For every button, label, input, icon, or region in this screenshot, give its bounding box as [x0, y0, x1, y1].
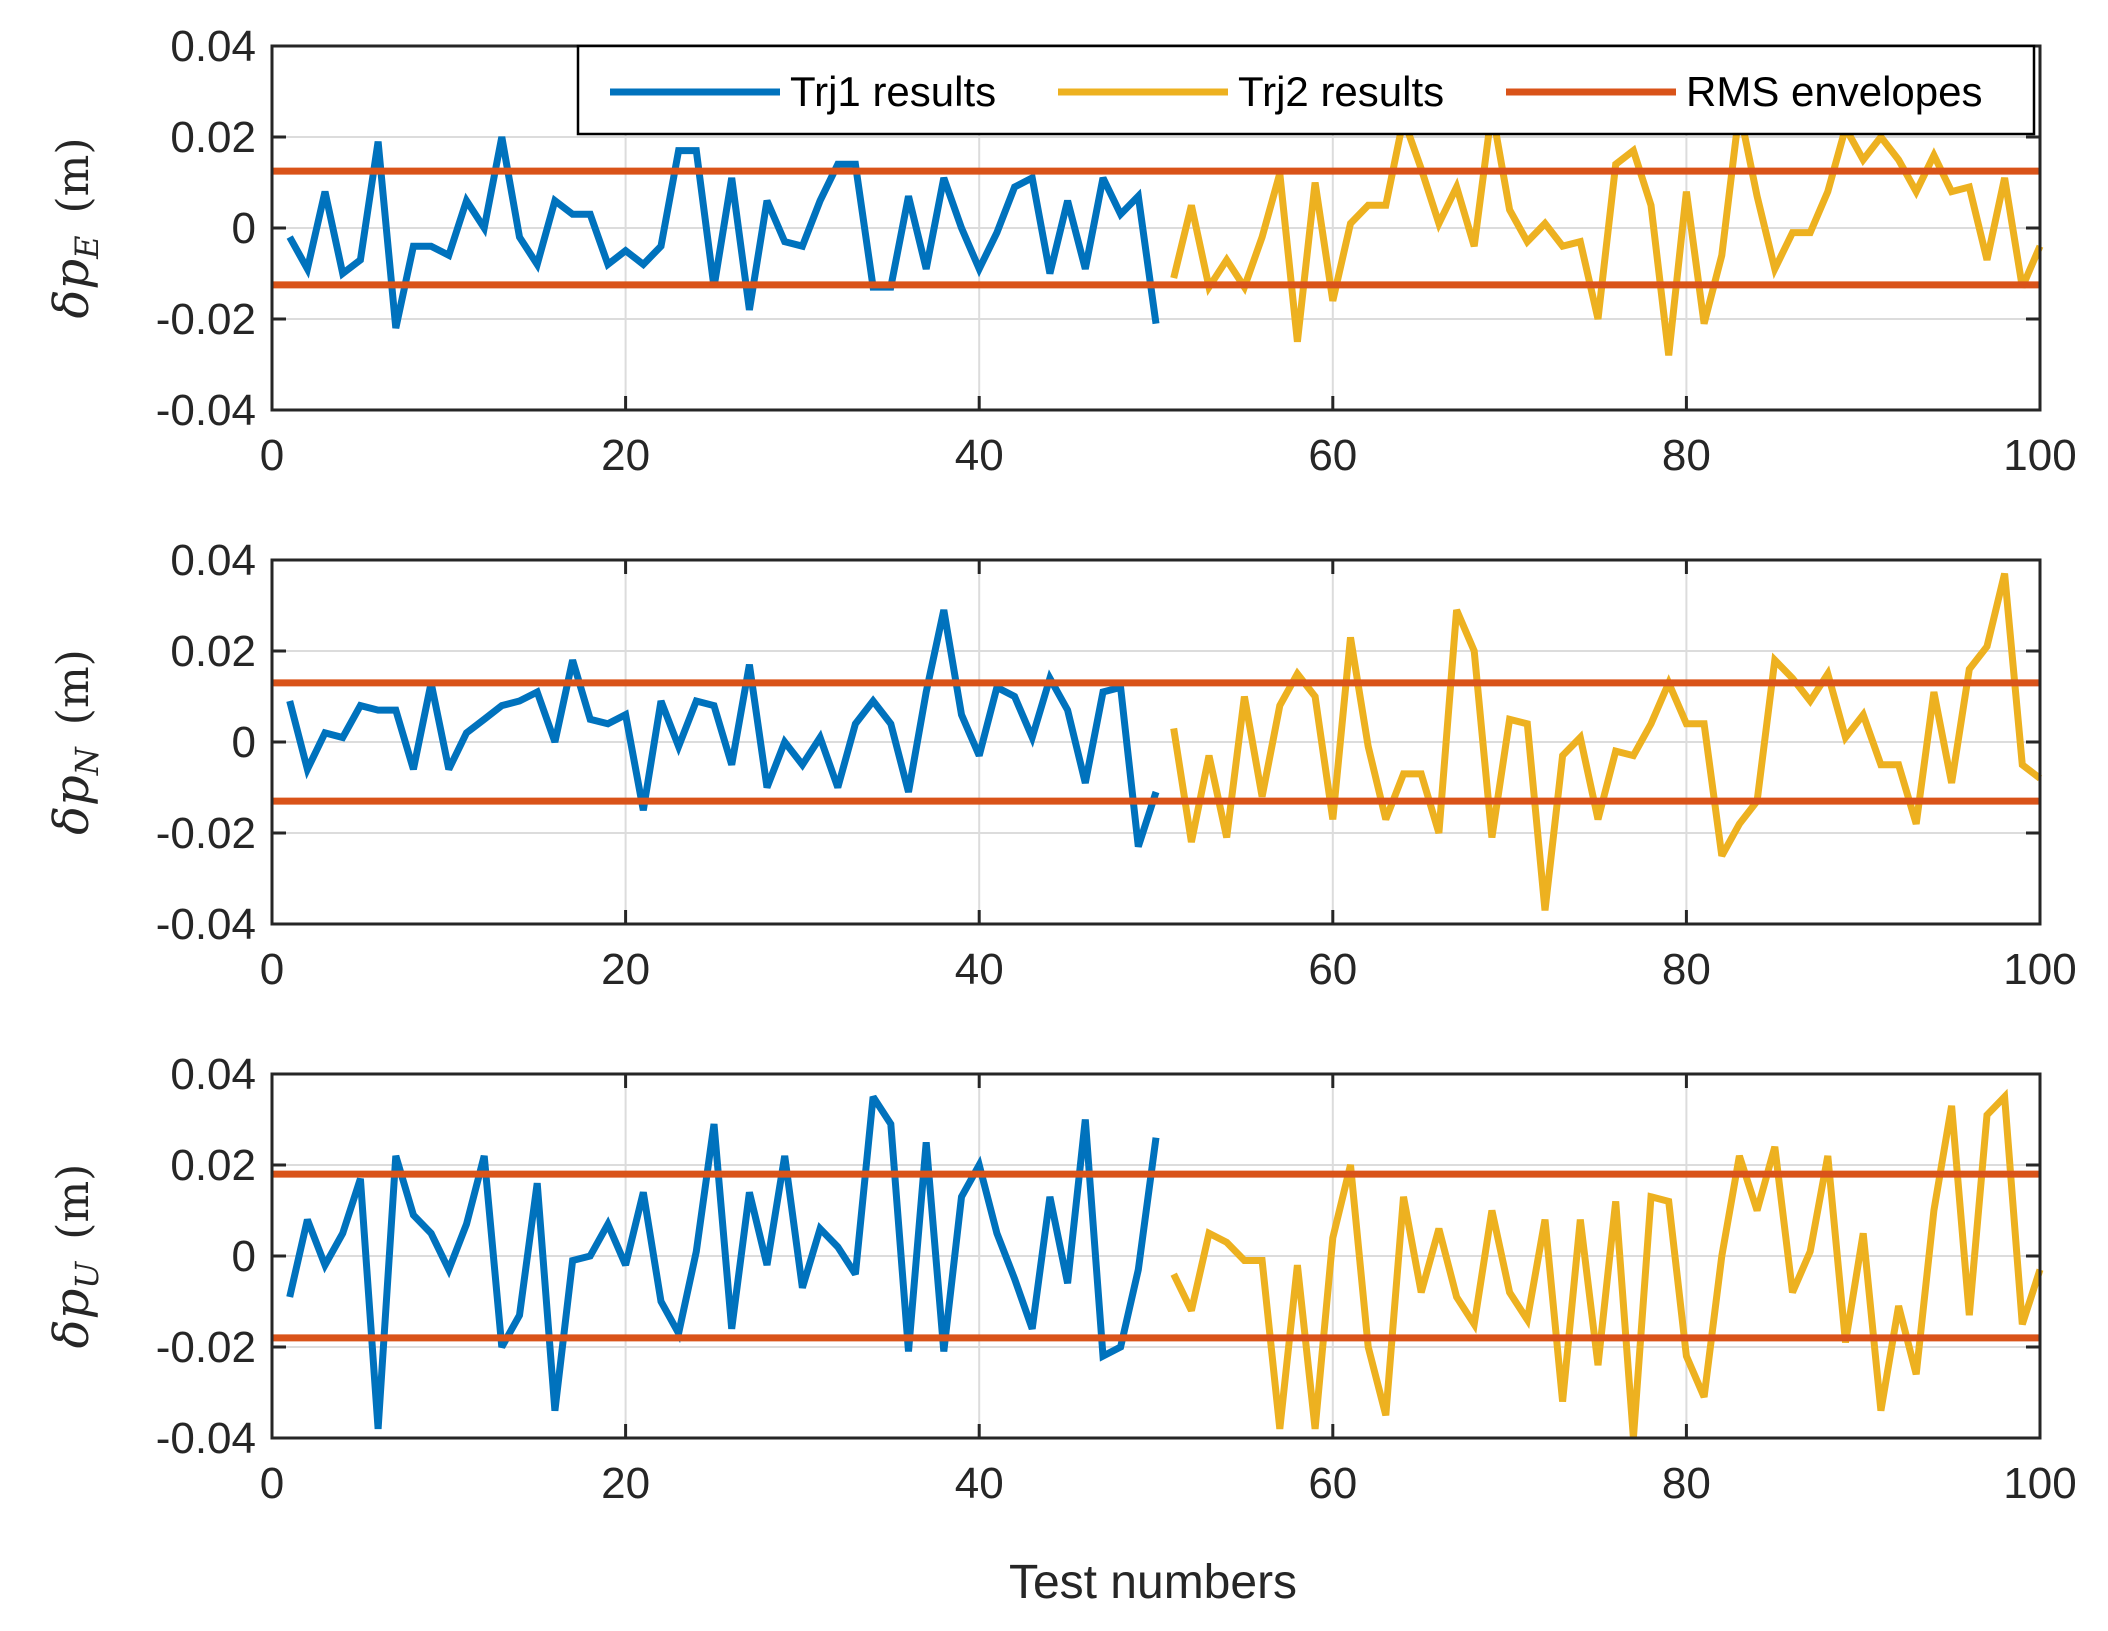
x-tick-label: 60	[1308, 1459, 1357, 1508]
series-trj2-line-E	[1170, 108, 2044, 356]
y-tick-label: 0.04	[170, 536, 256, 585]
y-tick-label: -0.04	[156, 386, 256, 435]
x-tick-label: 0	[260, 945, 284, 994]
x-tick-label: 40	[955, 431, 1004, 480]
panel-U: 0 20 40 60 80 100 0.04 0.02 0 -0.02 -0.04 δpU (m)	[44, 1050, 2077, 1508]
y-tick-label: 0.02	[170, 113, 256, 162]
legend-label-trj1: Trj1 results	[790, 68, 996, 115]
y-tick-label: 0.02	[170, 1141, 256, 1190]
x-tick-label: 20	[601, 431, 650, 480]
x-axis-label: Test numbers	[1009, 1556, 1297, 1609]
x-tick-label: 20	[601, 1459, 650, 1508]
y-tick-label: 0.04	[170, 22, 256, 71]
x-tick-label: 0	[260, 431, 284, 480]
y-tick-label: 0	[232, 718, 256, 767]
x-tick-label: 100	[2003, 945, 2076, 994]
x-tick-label: 100	[2003, 1459, 2076, 1508]
legend-label-rms: RMS envelopes	[1686, 68, 1982, 115]
y-tick-label: 0	[232, 1232, 256, 1281]
x-tick-label: 20	[601, 945, 650, 994]
y-tick-label: -0.02	[156, 809, 256, 858]
series-trj2-line-U	[1170, 1088, 2044, 1439]
x-tick-label: 80	[1662, 945, 1711, 994]
x-tick-label: 80	[1662, 431, 1711, 480]
y-axis-label-U: δpU (m)	[44, 1164, 106, 1349]
x-tick-label: 40	[955, 1459, 1004, 1508]
y-axis-label-E: δpE (m)	[44, 137, 106, 318]
legend-box	[576, 44, 2036, 136]
x-tick-label: 60	[1308, 945, 1357, 994]
x-tick-label: 100	[2003, 431, 2076, 480]
y-axis-label-N: δpN (m)	[44, 649, 106, 835]
panel-N: 0 20 40 60 80 100 0.04 0.02 0 -0.02 -0.04 δpN (m)	[44, 536, 2077, 994]
y-tick-label: -0.02	[156, 295, 256, 344]
y-tick-label: -0.04	[156, 900, 256, 949]
x-tick-label: 40	[955, 945, 1004, 994]
x-tick-label: 0	[260, 1459, 284, 1508]
series-trj1-line-N	[286, 609, 1160, 848]
y-tick-label: -0.04	[156, 1414, 256, 1463]
series-trj1-line-E	[286, 136, 1160, 329]
series-trj2-line-N	[1170, 572, 2043, 911]
y-tick-label: 0	[232, 204, 256, 253]
x-tick-label: 80	[1662, 1459, 1711, 1508]
series-trj1-line-U	[286, 1094, 1160, 1430]
legend: Trj1 results Trj2 results RMS envelopes	[576, 44, 2036, 136]
y-tick-label: -0.02	[156, 1323, 256, 1372]
y-tick-label: 0.02	[170, 627, 256, 676]
y-tick-label: 0.04	[170, 1050, 256, 1099]
legend-label-trj2: Trj2 results	[1238, 68, 1444, 115]
x-tick-label: 60	[1308, 431, 1357, 480]
